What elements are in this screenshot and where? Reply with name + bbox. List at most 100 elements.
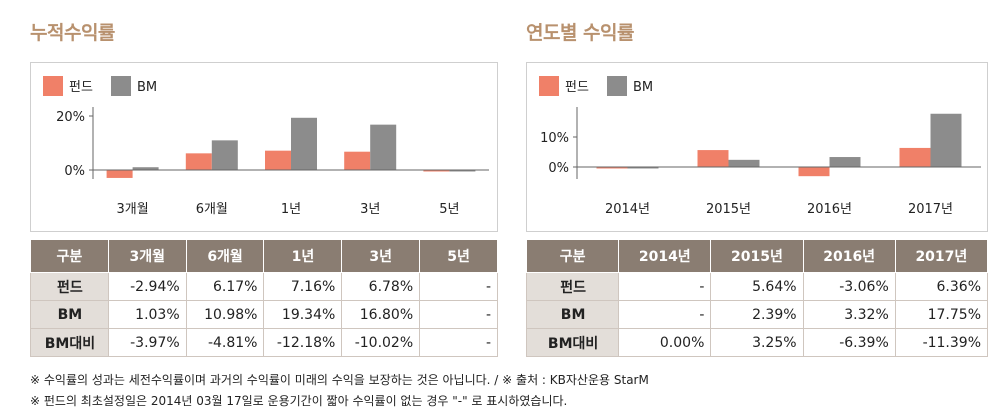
legend-label-fund: 펀드	[69, 80, 93, 95]
bar-bm	[449, 170, 476, 172]
footnote-2: ※ 펀드의 최초설정일은 2014년 03월 17일로 운용기간이 짧아 수익률…	[30, 394, 568, 408]
table-cell: -2.94%	[107, 272, 187, 301]
cumulative-chart-svg: 펀드 BM 0% 20% 3개월 6개월 1년 3년 5년	[43, 76, 489, 217]
cumulative-chart-title: 누적수익률	[30, 22, 115, 44]
legend-label-fund: 펀드	[565, 80, 589, 95]
table-cell: 3.32%	[802, 300, 896, 329]
table-cell: 2.39%	[710, 300, 804, 329]
bar-fund	[899, 147, 931, 167]
x-tick-label: 2014년	[605, 202, 650, 217]
bar-bm	[291, 117, 317, 170]
legend-swatch-fund	[539, 76, 559, 96]
bar-fund	[798, 167, 830, 177]
legend-swatch-fund	[43, 76, 63, 96]
legend-label-bm: BM	[137, 80, 157, 95]
y-tick-label: 0%	[64, 164, 85, 179]
table-header-cell: 구분	[30, 239, 109, 273]
table-cell: 16.80%	[341, 300, 421, 329]
table-cell: 1.03%	[107, 300, 187, 329]
bar-bm	[132, 167, 159, 170]
table-cell: -	[618, 300, 712, 329]
table-row-label: 펀드	[30, 272, 109, 301]
bar-bm	[627, 167, 659, 169]
table-cell: 7.16%	[263, 272, 343, 301]
table-cell: -	[419, 328, 498, 357]
table-row: BM대비 -3.97% -4.81% -12.18% -10.02% -	[30, 328, 498, 357]
annual-chart-svg: 펀드 BM 0% 10% 2014년 2015년 2016년 2017년	[539, 76, 981, 217]
table-cell: -6.39%	[802, 328, 896, 357]
bar-fund	[697, 150, 729, 167]
table-cell: -12.18%	[263, 328, 343, 357]
table-cell: -10.02%	[341, 328, 421, 357]
x-tick-label: 5년	[439, 202, 459, 217]
legend-label-bm: BM	[633, 80, 653, 95]
x-tick-label: 2017년	[908, 202, 953, 217]
table-row: 펀드 -2.94% 6.17% 7.16% 6.78% -	[30, 272, 498, 301]
table-cell: 19.34%	[263, 300, 343, 329]
x-tick-label: 2016년	[807, 202, 852, 217]
x-tick-label: 2015년	[706, 202, 751, 217]
annual-chart-title: 연도별 수익률	[526, 22, 635, 44]
bar-fund	[596, 167, 628, 169]
x-tick-label: 1년	[281, 202, 301, 217]
footnote-1: ※ 수익률의 성과는 세전수익률이며 과거의 수익률이 미래의 수익을 보장하는…	[30, 373, 649, 387]
bar-bm	[370, 124, 397, 170]
table-row: BM -2.39% 3.32% 17.75%	[525, 300, 989, 329]
table-row-label: BM	[525, 300, 620, 329]
annual-chart: 펀드 BM 0% 10% 2014년 2015년 2016년 2017년	[526, 62, 988, 232]
table-header-cell: 1년	[263, 239, 343, 273]
cumulative-table: 구분 3개월 6개월 1년 3년 5년 펀드 -2.94% 6.17% 7.16% 6.78% - BM…	[30, 239, 498, 357]
bar-bm	[930, 113, 962, 167]
table-row-label: 펀드	[525, 272, 620, 301]
x-tick-label: 3년	[360, 202, 380, 217]
table-header-cell: 2016년	[802, 239, 896, 273]
bar-bm	[829, 157, 861, 167]
table-cell: 6.17%	[185, 272, 265, 301]
y-tick-label: 10%	[540, 131, 569, 146]
bar-fund	[423, 170, 450, 172]
cumulative-chart: 펀드 BM 0% 20% 3개월 6개월 1년 3년 5년	[30, 62, 498, 232]
bar-fund	[106, 170, 133, 178]
table-header-cell: 2017년	[894, 239, 989, 273]
footnotes: ※ 수익률의 성과는 세전수익률이며 과거의 수익률이 미래의 수익을 보장하는…	[30, 370, 649, 412]
x-tick-label: 6개월	[196, 202, 228, 217]
table-cell: -4.81%	[185, 328, 265, 357]
y-tick-label: 20%	[56, 110, 85, 125]
table-cell: 5.64%	[710, 272, 804, 301]
legend-swatch-bm	[607, 76, 627, 96]
table-row-label: BM대비	[525, 328, 620, 357]
table-header-cell: 2015년	[710, 239, 804, 273]
bar-fund	[265, 150, 291, 170]
table-header-cell: 3개월	[107, 239, 187, 273]
table-cell: 6.78%	[341, 272, 421, 301]
table-header-row: 구분 3개월 6개월 1년 3년 5년	[30, 239, 498, 273]
bar-bm	[728, 159, 760, 167]
table-cell: -3.97%	[107, 328, 187, 357]
table-row-label: BM	[30, 300, 109, 329]
table-row: BM 1.03% 10.98% 19.34% 16.80% -	[30, 300, 498, 329]
table-header-cell: 5년	[419, 239, 498, 273]
legend: 펀드 BM	[43, 76, 157, 96]
table-cell: -3.06%	[802, 272, 896, 301]
table-cell: -	[618, 272, 712, 301]
legend: 펀드 BM	[539, 76, 653, 96]
table-cell: -	[419, 300, 498, 329]
table-cell: 3.25%	[710, 328, 804, 357]
bar-fund	[185, 153, 212, 170]
table-header-row: 구분 2014년 2015년 2016년 2017년	[525, 239, 989, 273]
table-header-cell: 3년	[341, 239, 421, 273]
table-row: 펀드 -5.64% -3.06% 6.36%	[525, 272, 989, 301]
table-header-cell: 2014년	[618, 239, 712, 273]
table-cell: -11.39%	[894, 328, 989, 357]
x-tick-label: 3개월	[116, 202, 148, 217]
bar-bm	[211, 140, 238, 170]
table-header-cell: 6개월	[185, 239, 265, 273]
legend-swatch-bm	[111, 76, 131, 96]
table-cell: 17.75%	[894, 300, 989, 329]
table-cell: -	[419, 272, 498, 301]
table-cell: 6.36%	[894, 272, 989, 301]
table-cell: 0.00%	[618, 328, 712, 357]
table-row: BM대비 0.00% 3.25% -6.39% -11.39%	[525, 328, 989, 357]
table-cell: 10.98%	[185, 300, 265, 329]
annual-table: 구분 2014년 2015년 2016년 2017년 펀드 -5.64% -3.06% 6.36…	[525, 239, 989, 357]
